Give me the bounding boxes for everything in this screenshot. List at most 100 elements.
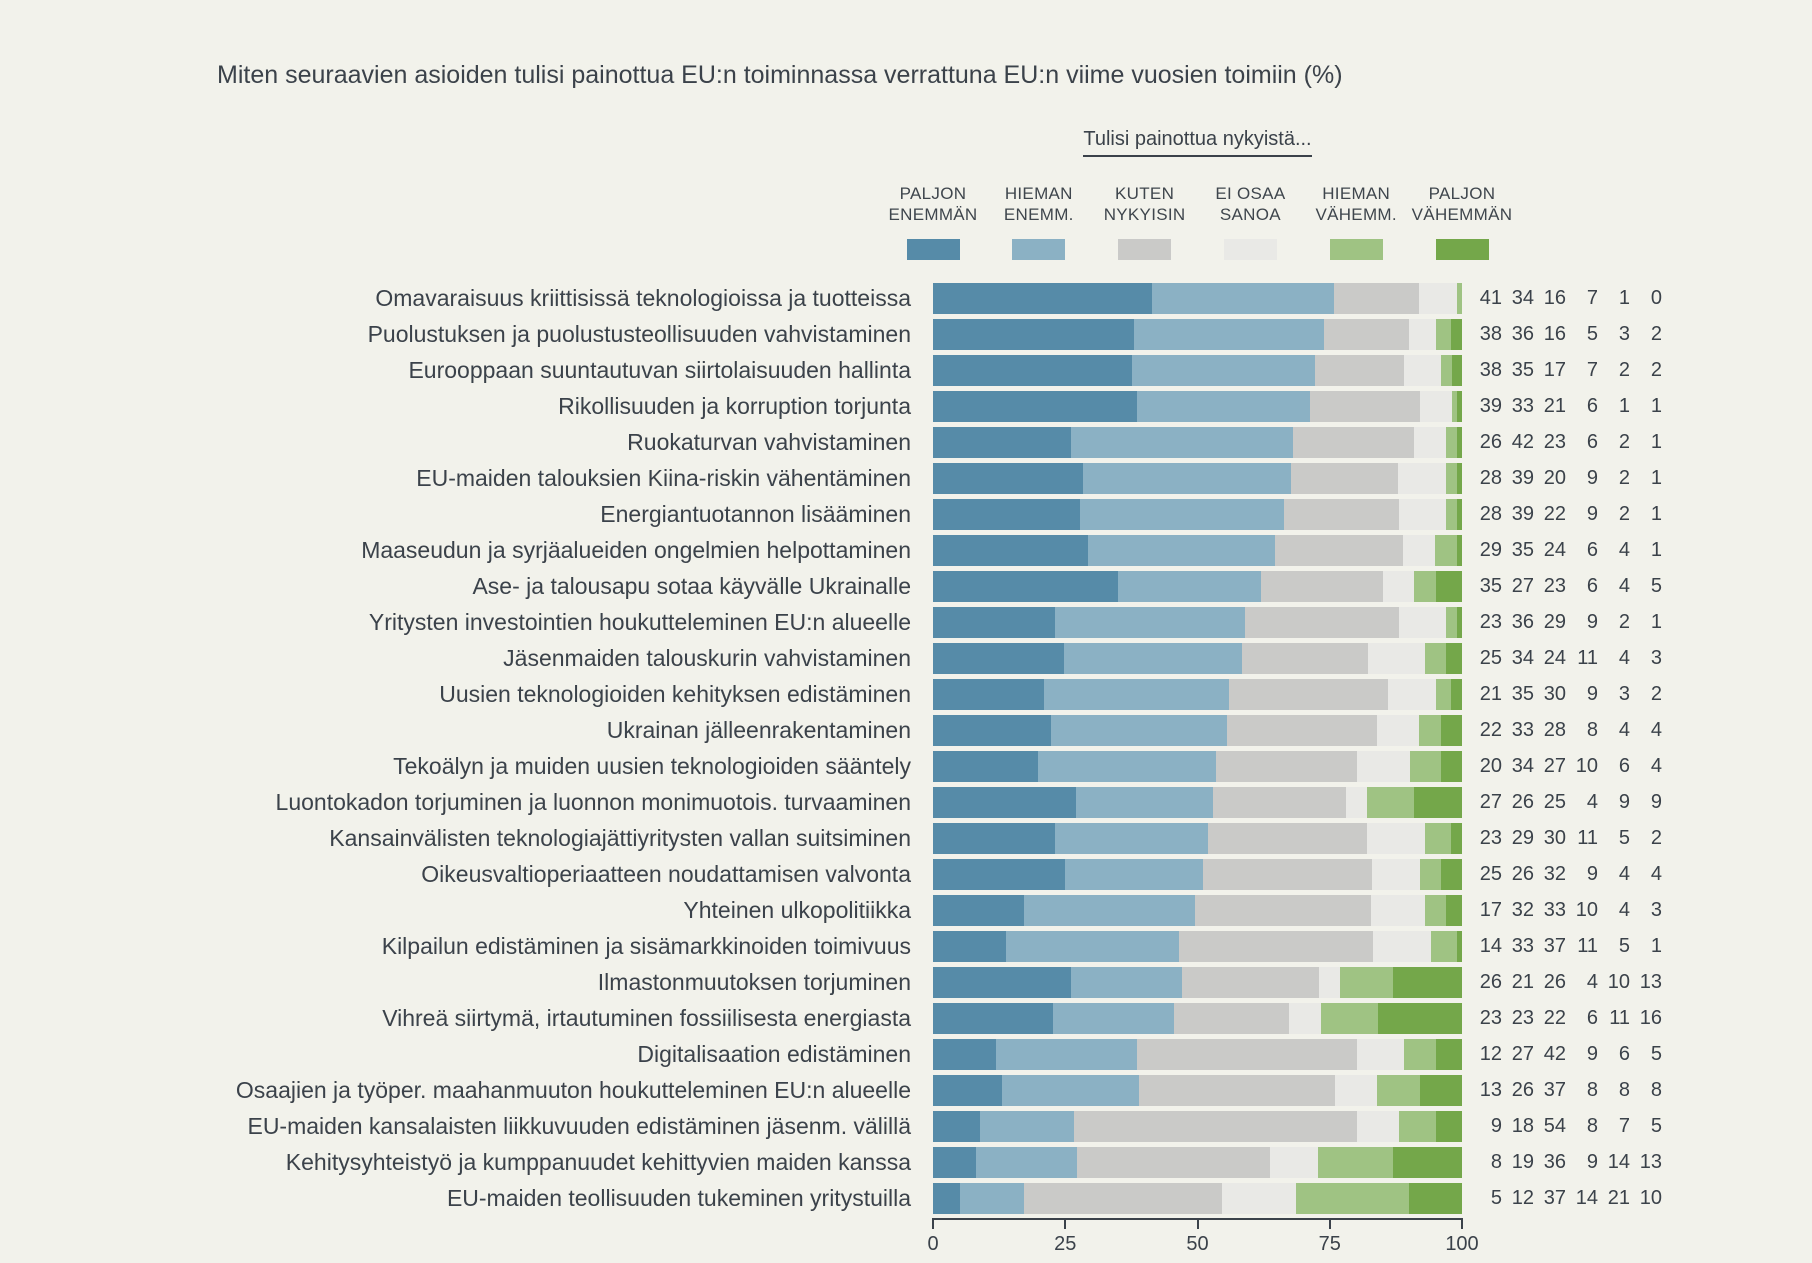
bar-segment-paljon-vahemman: [1456, 607, 1462, 638]
row-label: Ukrainan jälleenrakentaminen: [606, 717, 911, 743]
value-label-paljon-enemman: 8: [1490, 1151, 1502, 1173]
legend-label-line1: KUTEN: [1115, 184, 1175, 203]
value-label-hieman-vahemman: 4: [1618, 899, 1630, 921]
value-label-paljon-enemman: 27: [1479, 791, 1502, 813]
bar-segment-ei-osaa-sanoa: [1269, 1147, 1318, 1178]
bar-segment-hieman-vahemman: [1424, 823, 1452, 854]
stacked-bar: [933, 1003, 1462, 1034]
value-label-hieman-enemman: 33: [1511, 395, 1534, 417]
value-label-paljon-enemman: 38: [1479, 323, 1502, 345]
value-label-paljon-vahemman: 4: [1650, 719, 1662, 741]
bar-segment-hieman-enemman: [1132, 355, 1316, 386]
stacked-bar: [933, 427, 1463, 458]
row-label: Osaajien ja työper. maahanmuuton houkutt…: [235, 1077, 911, 1103]
stacked-bar: [933, 391, 1462, 422]
stacked-bar: [933, 787, 1462, 818]
value-label-ei-osaa-sanoa: 11: [1577, 827, 1598, 849]
value-label-hieman-enemman: 26: [1511, 863, 1534, 885]
legend-label-line2: ENEMMÄN: [888, 205, 978, 224]
bar-segment-ei-osaa-sanoa: [1397, 463, 1446, 494]
bar-segment-paljon-enemman: [933, 571, 1119, 602]
value-label-kuten-nykyisin: 30: [1543, 827, 1566, 849]
value-label-kuten-nykyisin: 23: [1543, 575, 1566, 597]
legend-item-kuten-nykyisin: KUTEN NYKYISIN: [1080, 183, 1210, 260]
bar-segment-paljon-enemman: [933, 895, 1024, 926]
x-axis-tick: [932, 1218, 934, 1229]
value-label-ei-osaa-sanoa: 10: [1575, 755, 1598, 777]
row-label: Kilpailun edistäminen ja sisämarkkinoide…: [381, 933, 911, 959]
value-label-ei-osaa-sanoa: 11: [1577, 935, 1598, 957]
value-label-hieman-enemman: 19: [1511, 1151, 1534, 1173]
bar-segment-hieman-vahemman: [1320, 1003, 1379, 1034]
value-label-ei-osaa-sanoa: 9: [1586, 683, 1598, 705]
value-label-paljon-enemman: 13: [1479, 1079, 1502, 1101]
bar-segment-hieman-enemman: [1054, 823, 1209, 854]
bar-segment-kuten-nykyisin: [1333, 283, 1420, 314]
bar-segment-paljon-vahemman: [1446, 643, 1462, 674]
bar-segment-hieman-vahemman: [1409, 751, 1442, 782]
stacked-bar: [933, 1039, 1462, 1070]
value-label-paljon-vahemman: 1: [1650, 467, 1662, 489]
bar-segment-hieman-vahemman: [1317, 1147, 1393, 1178]
row-label: Omavaraisuus kriittisissä teknologioissa…: [375, 285, 911, 311]
value-label-hieman-vahemman: 3: [1618, 683, 1630, 705]
bar-segment-kuten-nykyisin: [1292, 427, 1415, 458]
bar-segment-ei-osaa-sanoa: [1371, 895, 1425, 926]
bar-segment-kuten-nykyisin: [1245, 607, 1399, 638]
bar-segment-hieman-vahemman: [1404, 1039, 1436, 1070]
value-label-hieman-vahemman: 5: [1618, 827, 1630, 849]
legend-swatch-hieman-enemman: [1012, 239, 1066, 260]
stacked-bar: [933, 319, 1462, 350]
value-label-hieman-vahemman: 2: [1618, 611, 1630, 633]
bar-segment-kuten-nykyisin: [1023, 1183, 1222, 1214]
value-label-hieman-vahemman: 6: [1618, 1043, 1630, 1065]
bar-segment-hieman-vahemman: [1414, 571, 1436, 602]
value-label-ei-osaa-sanoa: 10: [1575, 899, 1598, 921]
bar-segment-kuten-nykyisin: [1074, 1111, 1358, 1142]
bar-segment-paljon-vahemman: [1408, 1183, 1463, 1214]
bar-segment-kuten-nykyisin: [1315, 355, 1405, 386]
value-label-hieman-vahemman: 1: [1618, 287, 1630, 309]
row-label: EU-maiden teollisuuden tukeminen yrityst…: [446, 1185, 911, 1211]
bar-segment-hieman-vahemman: [1425, 643, 1447, 674]
value-label-hieman-vahemman: 4: [1618, 539, 1630, 561]
value-label-hieman-vahemman: 7: [1618, 1115, 1630, 1137]
value-label-ei-osaa-sanoa: 9: [1586, 503, 1598, 525]
legend-label-line2: VÄHEMMÄN: [1411, 205, 1513, 224]
value-label-ei-osaa-sanoa: 4: [1586, 791, 1598, 813]
bar-segment-ei-osaa-sanoa: [1289, 1003, 1321, 1034]
value-label-paljon-vahemman: 1: [1650, 503, 1662, 525]
row-label: EU-maiden kansalaisten liikkuvuuden edis…: [247, 1113, 911, 1139]
value-label-paljon-vahemman: 1: [1650, 935, 1662, 957]
legend-item-ei-osaa-sanoa: EI OSAA SANOA: [1185, 183, 1315, 260]
bar-segment-kuten-nykyisin: [1215, 751, 1358, 782]
value-label-hieman-vahemman: 2: [1618, 467, 1630, 489]
value-label-paljon-vahemman: 1: [1650, 611, 1662, 633]
stacked-bar: [933, 895, 1462, 926]
legend-swatch-paljon-vahemman: [1435, 239, 1489, 260]
value-label-ei-osaa-sanoa: 6: [1586, 575, 1598, 597]
bar-segment-paljon-enemman: [933, 967, 1071, 998]
value-label-hieman-enemman: 27: [1511, 575, 1534, 597]
bar-segment-ei-osaa-sanoa: [1367, 643, 1426, 674]
bar-segment-paljon-vahemman: [1392, 1147, 1463, 1178]
value-label-paljon-enemman: 41: [1479, 287, 1502, 309]
bar-segment-paljon-enemman: [933, 391, 1138, 422]
value-label-paljon-vahemman: 5: [1650, 575, 1662, 597]
value-label-kuten-nykyisin: 37: [1543, 935, 1566, 957]
value-label-kuten-nykyisin: 24: [1543, 647, 1566, 669]
value-label-kuten-nykyisin: 29: [1543, 611, 1566, 633]
bar-segment-ei-osaa-sanoa: [1387, 679, 1436, 710]
bar-segment-hieman-enemman: [1152, 283, 1334, 314]
value-label-hieman-enemman: 33: [1511, 935, 1534, 957]
bar-segment-paljon-vahemman: [1451, 355, 1462, 386]
value-label-hieman-enemman: 29: [1511, 827, 1534, 849]
value-label-kuten-nykyisin: 23: [1543, 431, 1566, 453]
value-label-hieman-vahemman: 14: [1607, 1151, 1630, 1173]
legend-item-paljon-vahemman: PALJON VÄHEMMÄN: [1397, 183, 1527, 260]
value-label-kuten-nykyisin: 37: [1543, 1187, 1566, 1209]
row-label: EU-maiden talouksien Kiina-riskin vähent…: [416, 465, 911, 491]
value-label-paljon-enemman: 26: [1479, 971, 1502, 993]
bar-segment-paljon-vahemman: [1456, 463, 1462, 494]
value-label-kuten-nykyisin: 37: [1543, 1079, 1566, 1101]
